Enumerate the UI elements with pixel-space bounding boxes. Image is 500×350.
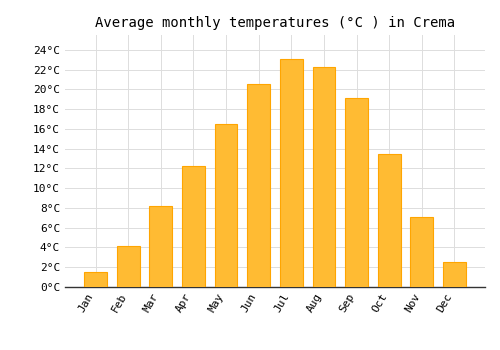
- Title: Average monthly temperatures (°C ) in Crema: Average monthly temperatures (°C ) in Cr…: [95, 16, 455, 30]
- Bar: [378, 154, 400, 287]
- Bar: [150, 206, 172, 287]
- Bar: [214, 124, 238, 287]
- Bar: [84, 272, 107, 287]
- Bar: [312, 66, 336, 287]
- Bar: [116, 246, 140, 287]
- Bar: [410, 217, 434, 287]
- Bar: [182, 167, 205, 287]
- Bar: [280, 59, 302, 287]
- Bar: [443, 262, 466, 287]
- Bar: [248, 84, 270, 287]
- Bar: [345, 98, 368, 287]
